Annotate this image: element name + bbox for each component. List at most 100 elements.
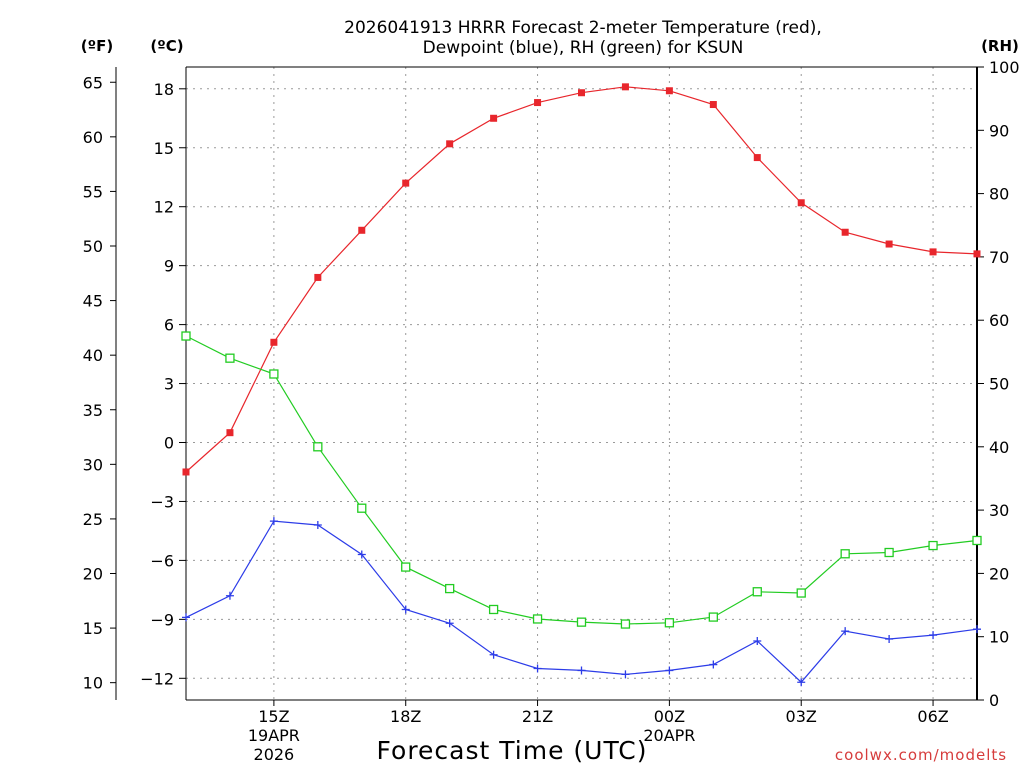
dewpoint-point	[973, 625, 981, 634]
celsius-tick-label: −9	[150, 610, 174, 629]
rh-tick-label: 0	[989, 691, 999, 710]
celsius-tick-label: 3	[164, 375, 174, 394]
fahrenheit-tick-label: 10	[83, 674, 103, 693]
dewpoint-point	[225, 591, 234, 600]
dewpoint-point	[357, 550, 366, 559]
dewpoint-point	[621, 670, 630, 679]
fahrenheit-tick-label: 40	[83, 346, 103, 365]
data-series	[181, 83, 982, 687]
rh-tick-label: 80	[989, 185, 1009, 204]
fahrenheit-tick-label: 25	[83, 510, 103, 529]
celsius-tick-label: 0	[164, 434, 174, 453]
rh-point	[445, 583, 455, 594]
celsius-tick-label: 18	[154, 80, 174, 99]
chart-subtitle: Dewpoint (blue), RH (green) for KSUN	[423, 38, 744, 58]
rh-point	[664, 618, 675, 628]
temperature-point	[841, 228, 849, 236]
rh-tick-label: 50	[989, 375, 1009, 394]
rh-point	[708, 612, 718, 622]
temperature-point	[621, 83, 629, 91]
temperature-point	[929, 248, 937, 256]
temperature-point	[182, 468, 190, 476]
x-tick-date: 19APR	[248, 726, 300, 745]
rh-point	[972, 535, 982, 546]
temperature-point	[446, 140, 454, 148]
rh-point	[796, 588, 806, 598]
celsius-tick-label: −3	[150, 492, 174, 511]
rh-unit-label: (RH)	[981, 37, 1019, 55]
rh-tick-label: 10	[989, 628, 1009, 647]
rh-tick-label: 40	[989, 438, 1009, 457]
x-tick-label: 15Z	[258, 707, 289, 726]
celsius-tick-label: 6	[164, 316, 174, 335]
dewpoint-point	[182, 613, 190, 622]
fahrenheit-tick-label: 15	[83, 619, 103, 638]
temperature-line	[185, 86, 978, 473]
dewpoint-point	[929, 631, 938, 640]
rh-tick-label: 60	[989, 311, 1009, 330]
temperature-point	[885, 240, 893, 248]
dewpoint-point	[885, 635, 894, 643]
dewpoint-point	[797, 678, 806, 687]
x-tick-label: 06Z	[917, 707, 948, 726]
dewpoint-point	[489, 650, 498, 659]
x-tick-label: 00Z	[654, 707, 685, 726]
fahrenheit-unit-label: (ºF)	[81, 37, 113, 55]
temperature-point	[226, 429, 234, 437]
x-tick-label: 21Z	[522, 707, 553, 726]
fahrenheit-tick-label: 65	[83, 73, 103, 92]
chart-title: 2026041913 HRRR Forecast 2-meter Tempera…	[344, 18, 822, 38]
rh-point	[401, 562, 411, 572]
rh-line	[185, 335, 978, 625]
celsius-tick-label: 9	[164, 257, 174, 276]
temperature-point	[534, 99, 542, 107]
rh-tick-label: 20	[989, 564, 1009, 583]
rh-point	[752, 587, 762, 597]
credit-text: coolwx.com/modelts	[835, 746, 1007, 764]
celsius-tick-label: 15	[154, 139, 174, 158]
rh-point	[488, 604, 499, 615]
temperature-point	[402, 179, 410, 187]
dewpoint-point	[577, 666, 586, 675]
rh-tick-label: 70	[989, 248, 1009, 267]
celsius-unit-label: (ºC)	[150, 37, 183, 55]
fahrenheit-tick-label: 45	[83, 292, 103, 311]
rh-point	[840, 549, 850, 559]
fahrenheit-tick-label: 20	[83, 565, 103, 584]
dewpoint-point	[753, 636, 762, 645]
rh-point	[269, 369, 279, 379]
rh-point	[576, 617, 587, 627]
fahrenheit-tick-label: 60	[83, 128, 103, 147]
dewpoint-point	[665, 666, 674, 675]
dewpoint-point	[445, 619, 454, 628]
rh-point	[225, 353, 235, 363]
temperature-point	[665, 87, 673, 95]
dewpoint-point	[533, 664, 542, 673]
dewpoint-line	[185, 520, 978, 684]
rh-point	[313, 442, 323, 452]
celsius-tick-label: −6	[150, 551, 174, 570]
temperature-point	[753, 154, 761, 162]
dewpoint-point	[709, 660, 718, 669]
rh-tick-label: 30	[989, 501, 1009, 520]
rh-point	[532, 614, 543, 624]
dewpoint-point	[841, 627, 850, 636]
dewpoint-point	[401, 605, 410, 614]
rh-point	[620, 619, 631, 629]
dewpoint-point	[313, 521, 322, 530]
temperature-point	[314, 273, 322, 281]
rh-point	[884, 547, 894, 558]
x-tick-label: 18Z	[390, 707, 421, 726]
temperature-point	[709, 101, 717, 109]
x-tick-year: 2026	[254, 745, 295, 764]
temperature-point	[270, 338, 278, 346]
x-axis-label: Forecast Time (UTC)	[377, 736, 648, 765]
rh-point	[357, 503, 367, 513]
celsius-tick-label: −12	[140, 669, 174, 688]
fahrenheit-tick-label: 50	[83, 237, 103, 256]
rh-point	[928, 540, 938, 551]
temperature-point	[358, 226, 366, 234]
temperature-point	[973, 250, 981, 258]
fahrenheit-tick-label: 30	[83, 455, 103, 474]
